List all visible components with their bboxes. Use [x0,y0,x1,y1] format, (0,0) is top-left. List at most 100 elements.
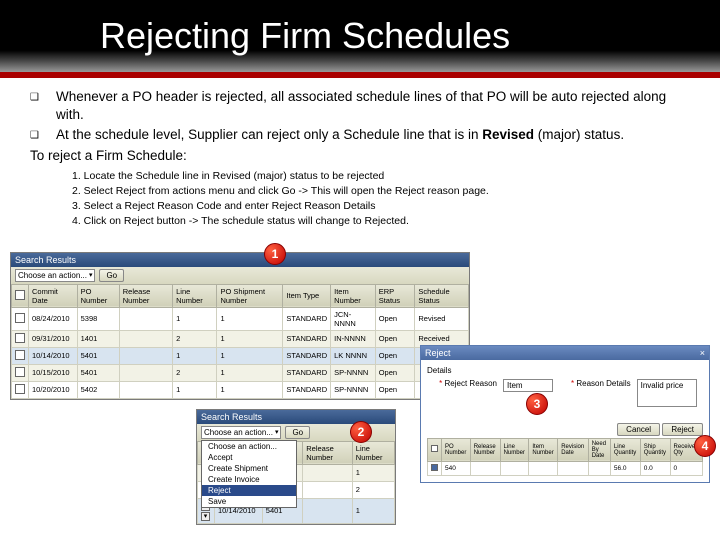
bullet-text-1: Whenever a PO header is rejected, all as… [56,88,690,124]
col-header: PO Number [442,438,471,461]
col-header: Item Number [331,284,376,307]
cell: Open [375,330,415,347]
action-dropdown[interactable]: Choose an action... Accept Create Shipme… [201,440,297,508]
cell [12,307,29,330]
page-title: Rejecting Firm Schedules [100,15,510,57]
dropdown-item[interactable]: Choose an action... [202,441,296,452]
cell [119,330,172,347]
cell: 1 [217,307,283,330]
cell: 0.0 [640,461,670,475]
table-row[interactable]: 08/24/2010539811STANDARDJCN-NNNNOpenRevi… [12,307,469,330]
col-header: Line Number [500,438,529,461]
table-row[interactable]: 10/14/2010540111STANDARDLK NNNNOpen [12,347,469,364]
step-3: 3. Select a Reject Reason Code and enter… [72,199,690,213]
reason-select[interactable]: Item [503,379,553,392]
col-header [12,284,29,307]
reject-subheader: Details [427,366,703,375]
cell: STANDARD [283,347,331,364]
cell: Open [375,381,415,398]
cell: 1 [217,381,283,398]
cell: Open [375,347,415,364]
cell: 10/14/2010 [29,347,78,364]
cell: 2 [173,364,217,381]
cell: STANDARD [283,307,331,330]
col-header: Commit Date [29,284,78,307]
step-4: 4. Click on Reject button -> The schedul… [72,214,690,228]
cell [588,461,610,475]
cell [303,498,353,523]
cell: 5401 [77,364,119,381]
cell: 09/31/2010 [29,330,78,347]
to-line: To reject a Firm Schedule: [30,147,690,165]
cell [12,347,29,364]
action-select[interactable]: Choose an action...▾ [15,269,95,282]
reason-label: Reject Reason [445,379,497,388]
cell: JCN-NNNN [331,307,376,330]
cell: Revised [415,307,469,330]
close-icon[interactable]: × [700,348,705,358]
cell: 0 [670,461,702,475]
col-header: Line Number [173,284,217,307]
reject-button[interactable]: Reject [662,423,703,436]
panel-header: Search Results [11,253,469,267]
bullet-mark: ❑ [30,126,56,144]
cell [12,381,29,398]
callout-1: 1 [264,243,286,265]
table-row[interactable]: 10/20/2010540211STANDARDSP-NNNNOpen [12,381,469,398]
cell: STANDARD [283,381,331,398]
cell [12,364,29,381]
step-1: 1. Locate the Schedule line in Revised (… [72,169,690,183]
dropdown-item[interactable]: Create Shipment [202,463,296,474]
cell: STANDARD [283,364,331,381]
cell: STANDARD [283,330,331,347]
dropdown-item-reject[interactable]: Reject [202,485,296,496]
cell: 5401 [77,347,119,364]
cell: Open [375,307,415,330]
results-table-1: Commit DatePO NumberRelease NumberLine N… [11,284,469,399]
col-header: Release Number [303,441,353,464]
dropdown-item[interactable]: Save [202,496,296,507]
cell: 5398 [77,307,119,330]
cell: 1 [173,307,217,330]
cell: SP-NNNN [331,381,376,398]
cell: 56.0 [610,461,640,475]
cell [119,307,172,330]
dropdown-item[interactable]: Accept [202,452,296,463]
cell: 1 [173,381,217,398]
search-results-panel-1: Search Results Choose an action...▾ Go C… [10,252,470,400]
reject-dialog: Reject × Details * Reject Reason Item * … [420,345,710,483]
table-row[interactable]: 09/31/2010140121STANDARDIN-NNNNOpenRecei… [12,330,469,347]
cell [558,461,589,475]
step-2: 2. Select Reject from actions menu and c… [72,184,690,198]
col-header: PO Number [77,284,119,307]
col-header: Line Quantity [610,438,640,461]
col-header: Item Type [283,284,331,307]
cell: 2 [352,481,394,498]
col-header: Need By Date [588,438,610,461]
col-header: Item Number [529,438,558,461]
action-select[interactable]: Choose an action...▾ [201,426,281,439]
col-header: Release Number [470,438,500,461]
cell: LK NNNN [331,347,376,364]
col-header: Revision Date [558,438,589,461]
cell: 1 [173,347,217,364]
panel-toolbar: Choose an action...▾ Go [11,267,469,284]
bullet-list: ❑ Whenever a PO header is rejected, all … [30,88,690,165]
details-label: Reason Details [576,379,630,388]
go-button[interactable]: Go [285,426,310,439]
go-button[interactable]: Go [99,269,124,282]
details-textarea[interactable]: Invalid price [637,379,697,407]
cell [500,461,529,475]
callout-4: 4 [694,435,716,457]
table-row[interactable]: 10/15/2010540121STANDARDSP-NNNNOpen [12,364,469,381]
cell: 08/24/2010 [29,307,78,330]
cell: 1 [217,330,283,347]
dropdown-item[interactable]: Create Invoice [202,474,296,485]
cell: 2 [173,330,217,347]
cell [529,461,558,475]
cancel-button[interactable]: Cancel [617,423,660,436]
col-header: Line Number [352,441,394,464]
steps-list: 1. Locate the Schedule line in Revised (… [72,169,690,229]
col-header: ERP Status [375,284,415,307]
callout-2: 2 [350,421,372,443]
